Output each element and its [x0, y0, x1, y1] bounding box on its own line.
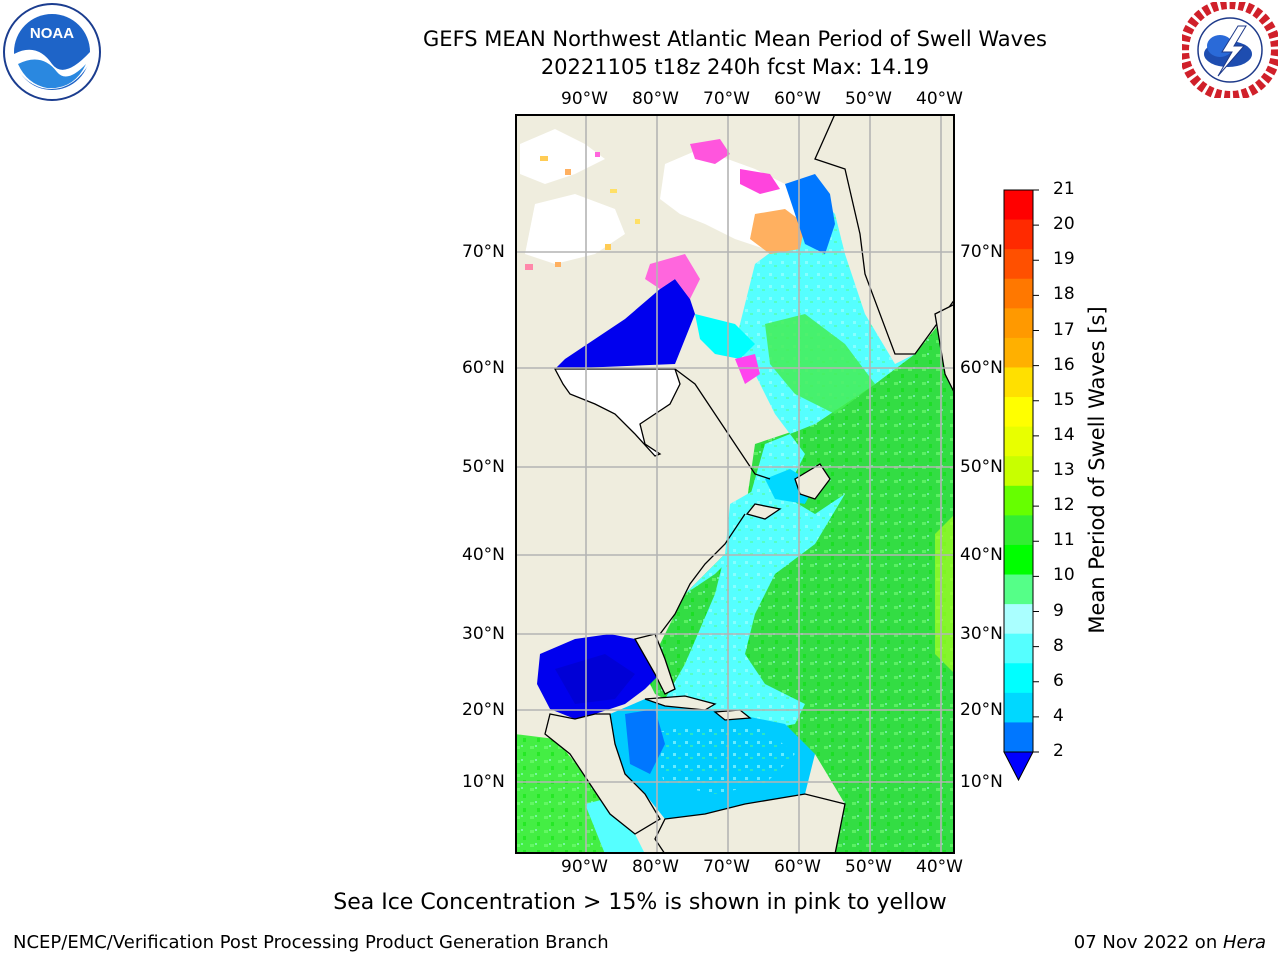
sea-ice-fragments [525, 152, 640, 270]
colorbar-segment [1004, 722, 1033, 753]
chart-subtitle: 20221105 t18z 240h fcst Max: 14.19 [540, 55, 930, 79]
lon-tick-top-90w: 90°W [561, 89, 608, 109]
colorbar-tick-label: 15 [1053, 389, 1075, 410]
sea-ice-hudson-north [645, 254, 700, 299]
chart-title: GEFS MEAN Northwest Atlantic Mean Period… [423, 27, 1047, 51]
sea-ice-note: Sea Ice Concentration > 15% is shown in … [333, 890, 947, 915]
lat-tick-left-60n: 60°N [462, 358, 505, 378]
colorbar-tick-label: 4 [1053, 705, 1064, 726]
lat-tick-left-40n: 40°N [462, 545, 505, 565]
arctic-archipelago-2 [525, 194, 625, 264]
sea-ice-baffin-orange [750, 209, 805, 254]
colorbar [1003, 189, 1039, 782]
lon-tick-bottom-90w: 90°W [561, 857, 608, 877]
lon-tick-top-40w: 40°W [916, 89, 963, 109]
date-text: 07 Nov 2022 on Hera [1073, 932, 1266, 953]
sea-ice-baffin-pink [690, 139, 730, 164]
svg-text:NOAA: NOAA [30, 25, 74, 42]
colorbar-segment [1004, 663, 1033, 694]
colorbar-tick-label: 17 [1053, 319, 1075, 340]
colorbar-segment [1004, 219, 1033, 250]
colorbar-segment [1004, 574, 1033, 605]
lon-tick-top-70w: 70°W [703, 89, 750, 109]
ocean-west-atlantic-texture [665, 484, 845, 734]
colorbar-segment [1004, 397, 1033, 428]
lat-tick-right-40n: 40°N [960, 545, 1003, 565]
lat-tick-left-50n: 50°N [462, 457, 505, 477]
land-central-america [544, 713, 661, 835]
colorbar-segment [1004, 426, 1033, 457]
lon-tick-top-80w: 80°W [632, 89, 679, 109]
ocean-gulf-of-mexico-shade [555, 654, 635, 704]
ocean-baffin-bay-blue [785, 174, 835, 254]
colorbar-tick-label: 14 [1053, 424, 1075, 445]
lat-tick-right-20n: 20°N [960, 700, 1003, 720]
land-cuba [644, 695, 717, 711]
lat-tick-right-30n: 30°N [960, 624, 1003, 644]
colorbar-segment [1004, 515, 1033, 546]
colorbar-segment [1004, 367, 1033, 398]
colorbar-segment [1004, 337, 1033, 368]
colorbar-tick-label: 13 [1053, 460, 1075, 480]
lon-tick-top-50w: 50°W [845, 89, 892, 109]
lat-tick-left-70n: 70°N [462, 242, 505, 262]
land-greenland [814, 114, 955, 355]
colorbar-segment [1004, 278, 1033, 309]
colorbar-segment [1004, 456, 1033, 487]
ocean-caribbean-west-blue [625, 709, 665, 774]
land-south-america [654, 793, 846, 854]
colorbar-tick-label: 8 [1053, 635, 1064, 656]
colorbar-tick-label: 9 [1053, 600, 1064, 621]
colorbar-tick-label: 11 [1053, 530, 1075, 551]
lon-tick-bottom-50w: 50°W [845, 857, 892, 877]
colorbar-tick-label: 10 [1053, 565, 1075, 586]
lat-tick-left-30n: 30°N [462, 624, 505, 644]
arctic-archipelago [520, 129, 605, 184]
ocean-labrador-green [765, 314, 875, 414]
ocean-hudson-bay [555, 279, 695, 369]
lat-tick-right-50n: 50°N [960, 457, 1003, 477]
colorbar-tick-label: 20 [1053, 214, 1075, 235]
ocean-hudson-strait [695, 314, 755, 359]
colorbar-tick-label: 2 [1053, 741, 1064, 761]
colorbar-segment [1004, 604, 1033, 635]
lon-tick-bottom-60w: 60°W [774, 857, 821, 877]
colorbar-tick-label: 12 [1053, 495, 1075, 516]
colorbar-tick-label: 19 [1053, 249, 1075, 270]
colorbar-tick-label: 18 [1053, 284, 1075, 305]
ocean-pacific-cyan [585, 794, 645, 854]
lat-tick-right-60n: 60°N [960, 358, 1003, 378]
colorbar-segment [1004, 249, 1033, 280]
noaa-logo-icon: NOAA [3, 3, 101, 101]
colorbar-tick-label: 21 [1053, 179, 1075, 199]
colorbar-segment [1004, 692, 1033, 723]
lon-tick-bottom-40w: 40°W [916, 857, 963, 877]
ocean-caribbean-texture [645, 724, 795, 794]
map-frame [515, 114, 955, 854]
colorbar-segment [1004, 633, 1033, 664]
colorbar-label: Mean Period of Swell Waves [s] [1085, 306, 1109, 634]
colorbar-tick-label: 6 [1053, 670, 1064, 691]
credit-text: NCEP/EMC/Verification Post Processing Pr… [13, 932, 609, 953]
colorbar-segment [1004, 308, 1033, 339]
lat-tick-right-70n: 70°N [960, 242, 1003, 262]
land-nova-scotia [745, 503, 782, 520]
colorbar-segment [1004, 190, 1033, 221]
colorbar-extend-arrow [1003, 751, 1034, 782]
nws-logo-icon [1182, 2, 1278, 98]
lat-tick-right-10n: 10°N [960, 772, 1003, 792]
colorbar-segment [1004, 544, 1033, 576]
lat-tick-left-10n: 10°N [462, 772, 505, 792]
lon-tick-bottom-80w: 80°W [632, 857, 679, 877]
lat-tick-left-20n: 20°N [462, 700, 505, 720]
sea-ice-ungava [735, 354, 760, 384]
map-gridlines [515, 114, 955, 854]
lon-tick-bottom-70w: 70°W [703, 857, 750, 877]
sea-ice-baffin-magenta [740, 169, 780, 194]
lon-tick-top-60w: 60°W [774, 89, 821, 109]
colorbar-segment [1004, 485, 1033, 516]
colorbar-tick-label: 16 [1053, 354, 1075, 375]
ocean-long-period-band [935, 514, 955, 674]
map-panel [515, 114, 955, 854]
